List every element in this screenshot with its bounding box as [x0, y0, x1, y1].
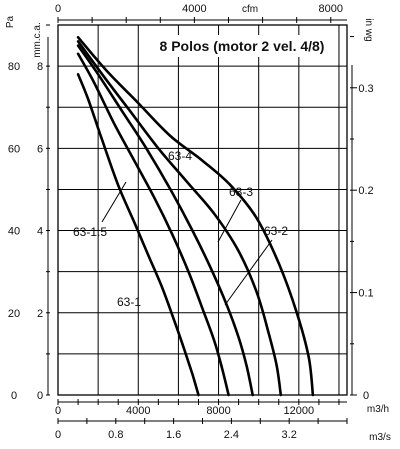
x-axis-unit-m3h: m3/h	[367, 404, 389, 415]
y-tick-label-inwg: 0	[363, 390, 369, 402]
y-tick-label-pa: 80	[8, 61, 20, 73]
y-axis-unit-mmca: mm.c.a.	[32, 22, 43, 58]
x-tick-label-m3s: 1.6	[166, 429, 181, 441]
x-tick-label-m3h: 8000	[206, 405, 230, 417]
plot-frame	[57, 24, 348, 396]
series-line-63-4	[76, 36, 315, 397]
y-tick-label-inwg: 0.1	[358, 288, 373, 300]
curve-label-63-3: 63-3	[229, 185, 253, 199]
curves-layer	[76, 36, 315, 397]
x-tick-label-m3h: 0	[55, 405, 61, 417]
y-tick-label-inwg: 0.3	[358, 83, 373, 95]
chart-title: 8 Polos (motor 2 vel. 4/8)	[160, 38, 325, 54]
x-tick-label-m3h: 4000	[126, 405, 150, 417]
y-tick-label-pa: 0	[11, 390, 17, 402]
curve-label-63-1: 63-1	[117, 295, 141, 309]
y-tick-label-pa: 40	[8, 226, 20, 238]
y-tick-label-pa: 60	[8, 143, 20, 155]
curve-label-63-1-5: 63-1.5	[73, 225, 107, 239]
y-tick-label-mmca: 8	[37, 61, 43, 73]
curve-label-63-2: 63-2	[264, 224, 288, 238]
y-tick-label-mmca: 0	[37, 390, 43, 402]
x-axis-unit-m3s: m3/s	[369, 432, 391, 443]
x-tick-label-m3s: 3.2	[282, 429, 297, 441]
x-tick-label-m3s: 0	[55, 429, 61, 441]
series-line-63-3	[76, 40, 283, 397]
series-line-63-1	[76, 73, 200, 397]
leader-line-63-1-5	[101, 181, 127, 223]
x-tick-label-cfm: 8000	[319, 3, 343, 15]
y-tick-label-inwg: 0.2	[358, 185, 373, 197]
curve-label-63-4: 63-4	[168, 149, 192, 163]
leader-line-63-3	[217, 199, 242, 243]
y-tick-label-mmca: 6	[37, 143, 43, 155]
x-tick-label-cfm: 4000	[182, 3, 206, 15]
grid-layer	[58, 25, 347, 395]
x-tick-label-m3h: 12000	[284, 405, 315, 417]
y-tick-label-pa: 20	[8, 308, 20, 320]
y-tick-label-mmca: 2	[37, 308, 43, 320]
series-line-63-2	[76, 44, 254, 397]
leader-line-63-2	[224, 239, 273, 306]
x-tick-label-cfm: 0	[55, 3, 61, 15]
x-tick-label-m3s: 0.8	[108, 429, 123, 441]
y-axis-unit-inwg: in wg	[363, 18, 374, 41]
x-tick-label-m3s: 2.4	[224, 429, 239, 441]
ticks-layer: 0 20 40 60 80 Pa 0 2 4 6 8 mm.c.a. 0 0.1 0.2 0.3 in wg 0 4…	[5, 3, 391, 443]
y-axis-unit-pa: Pa	[5, 15, 16, 28]
y-tick-label-mmca: 4	[37, 226, 43, 238]
labels-layer: 8 Polos (motor 2 vel. 4/8) 63-1 63-1.5 63-2…	[73, 35, 338, 309]
x-axis-unit-cfm: cfm	[242, 4, 258, 15]
title-background	[146, 35, 338, 57]
series-line-63-1-5	[76, 52, 230, 397]
